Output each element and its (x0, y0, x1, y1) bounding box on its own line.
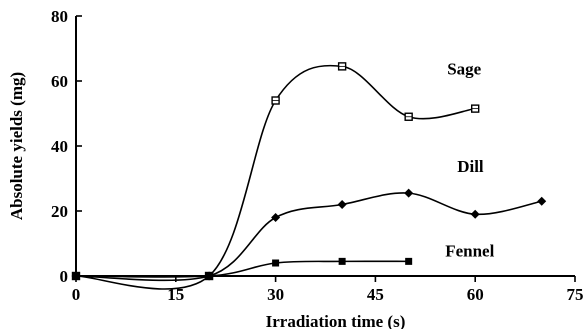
series-layer (71, 62, 547, 290)
x-ticks: 0 15 30 45 60 75 (72, 276, 584, 304)
x-axis-title: Irradiation time (s) (266, 312, 406, 329)
data-point (405, 257, 413, 265)
x-tick-label: 30 (267, 285, 284, 304)
series-sage (71, 62, 480, 290)
data-point (338, 257, 346, 265)
y-axis-title: Absolute yields (mg) (7, 72, 26, 220)
y-tick-label: 80 (51, 7, 68, 26)
series-line-dill (75, 192, 542, 282)
x-tick-label: 45 (367, 285, 384, 304)
y-tick-label: 20 (51, 202, 68, 221)
series-dill (71, 188, 547, 282)
data-point (205, 272, 213, 280)
data-point (537, 196, 547, 206)
data-point (470, 209, 480, 219)
data-point (72, 272, 80, 280)
y-tick-label: 60 (51, 72, 68, 91)
y-ticks: 0 20 40 60 80 (51, 7, 82, 286)
data-point (271, 213, 281, 222)
y-tick-label: 0 (60, 267, 69, 286)
x-tick-label: 60 (467, 285, 484, 304)
y-tick-label: 40 (51, 137, 68, 156)
series-line-fennel (75, 260, 409, 278)
series-fennel (72, 257, 413, 280)
x-tick-label: 75 (567, 285, 584, 304)
data-point (337, 200, 347, 209)
series-labels: Sage Dill Fennel (445, 60, 494, 261)
series-label-sage: Sage (447, 60, 481, 79)
series-label-fennel: Fennel (445, 242, 494, 261)
series-label-dill: Dill (457, 157, 484, 176)
data-point (404, 188, 414, 198)
x-tick-label: 15 (167, 285, 184, 304)
data-point (272, 259, 280, 267)
x-tick-label: 0 (72, 285, 81, 304)
axes (75, 16, 575, 277)
